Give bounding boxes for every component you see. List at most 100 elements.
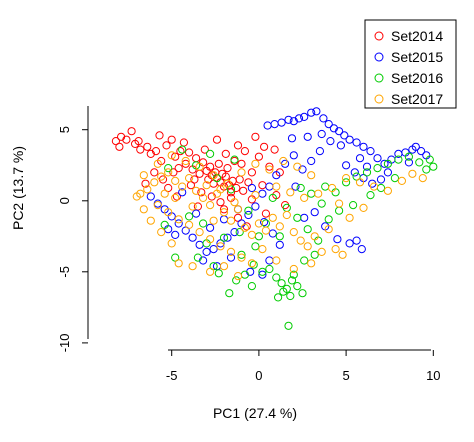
point-set2015-68 [333,235,342,244]
point-set2015-24 [411,142,420,151]
point-set2016-16 [232,276,241,285]
point-set2015-8 [312,107,321,116]
point-set2015-33 [307,156,316,166]
point-set2015-13 [340,131,349,140]
point-set2017-83 [230,198,239,207]
point-set2016-52 [185,212,194,221]
point-set2016-49 [324,215,333,224]
point-set2017-4 [164,168,173,177]
point-set2016-38 [394,155,403,164]
point-set2017-28 [331,245,340,254]
point-set2016-60 [206,149,215,158]
point-set2015-6 [300,112,309,122]
point-set2017-42 [219,262,229,271]
point-set2014-46 [260,142,269,151]
point-set2017-48 [139,205,148,214]
point-set2015-55 [146,192,155,201]
point-set2017-53 [314,189,323,198]
point-set2016-6 [286,291,295,301]
point-set2017-80 [289,264,298,274]
point-set2017-16 [247,230,256,239]
point-set2014-3 [127,127,136,136]
point-set2015-63 [268,229,277,238]
legend-marker-set2015 [374,52,384,62]
point-set2016-4 [293,282,302,291]
point-set2017-76 [153,159,162,168]
point-set2014-2 [122,135,131,144]
point-set2015-14 [345,135,354,144]
point-set2017-64 [335,199,344,208]
point-set2015-4 [289,117,298,126]
point-set2016-35 [362,168,372,177]
point-set2017-56 [355,178,365,187]
point-set2017-13 [226,216,236,225]
point-set2017-69 [251,159,260,168]
point-set2017-74 [181,156,190,166]
point-set2017-60 [408,169,417,178]
point-set2015-40 [251,202,260,211]
point-set2015-2 [277,118,286,127]
point-set2016-55 [268,193,277,202]
point-set2015-15 [352,138,361,147]
point-set2017-54 [328,183,337,193]
point-set2015-3 [284,115,293,124]
point-set2014-59 [179,138,188,147]
point-set2014-43 [247,168,256,177]
ticks-layer: -5 0 5 10 -10 -5 0 5 [57,126,441,383]
point-set2014-45 [254,152,263,161]
point-set2015-32 [315,147,324,156]
point-set2016-59 [160,220,169,229]
point-set2017-46 [157,228,166,237]
point-set2017-7 [185,174,194,183]
point-set2016-63 [164,164,173,173]
point-set2015-66 [258,270,267,279]
point-set2017-6 [178,182,187,191]
point-set2015-49 [188,233,197,242]
point-set2014-6 [143,142,152,151]
y-tick-label--10: -10 [57,334,72,353]
point-set2016-43 [422,165,431,174]
point-set2017-73 [195,162,204,171]
point-set2017-71 [223,179,232,188]
legend-label-set2014: Set2014 [391,28,443,44]
point-set2014-13 [176,147,185,156]
point-set2016-47 [349,201,358,210]
point-set2015-5 [294,114,304,123]
point-set2014-37 [232,183,241,193]
point-set2016-1 [277,279,286,288]
point-set2014-27 [214,159,223,168]
point-set2015-31 [376,175,386,184]
point-set2016-39 [404,152,413,161]
point-set2015-83 [317,129,326,139]
point-set2017-85 [188,202,197,211]
point-set2015-46 [209,245,218,254]
point-set2016-64 [230,155,239,164]
point-set2015-47 [202,247,211,256]
point-set2014-5 [136,145,145,154]
point-set2016-46 [366,191,375,200]
point-set2016-18 [214,269,223,278]
point-set2015-25 [417,147,426,156]
legend-label-set2015: Set2015 [391,49,443,65]
point-set2016-3 [287,276,297,285]
point-set2017-21 [282,210,291,220]
x-tick-label-10: 10 [426,368,440,383]
point-set2014-8 [151,147,161,156]
point-set2016-5 [298,289,307,298]
point-set2017-3 [157,172,166,181]
point-set2015-84 [287,134,297,143]
point-set2017-88 [202,181,211,190]
y-tick-label--5: -5 [57,266,72,278]
point-set2017-35 [206,235,215,244]
point-set2014-77 [155,131,164,140]
legend-label-set2017: Set2017 [391,91,443,107]
legend: Set2014 Set2015 Set2016 Set2017 [364,19,457,109]
point-set2014-79 [190,175,199,184]
point-set2014-75 [115,142,124,151]
point-set2017-33 [185,220,194,229]
point-set2014-38 [233,141,243,150]
point-set2015-16 [359,142,368,151]
point-set2016-67 [251,242,260,251]
point-set2016-58 [317,199,326,208]
legend-label-set2016: Set2016 [391,70,443,86]
